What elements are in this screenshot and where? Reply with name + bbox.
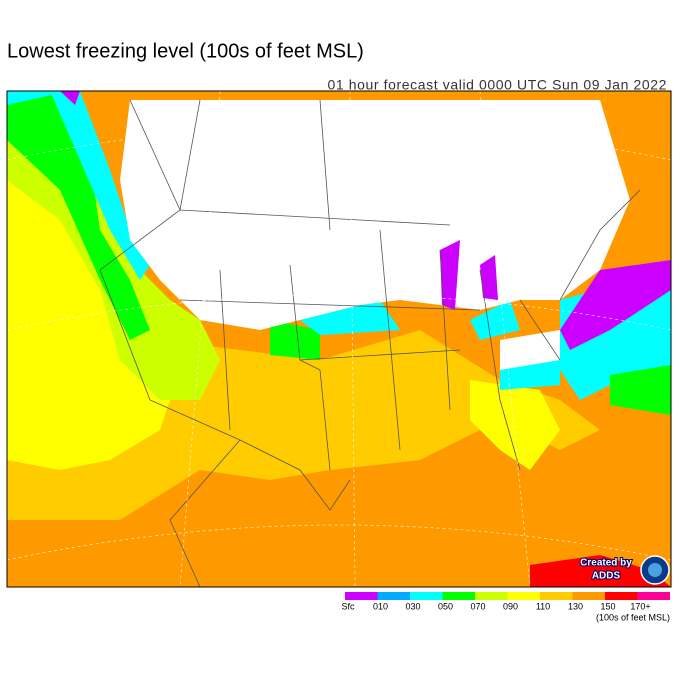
map <box>6 90 672 588</box>
legend-swatch <box>507 592 540 600</box>
legend-label: Sfc <box>341 601 355 611</box>
title: Lowest freezing level (100s of feet MSL) <box>7 40 364 62</box>
legend-swatch <box>605 592 638 600</box>
legend-swatch <box>572 592 605 600</box>
legend-swatch <box>442 592 475 600</box>
legend-units: (100s of feet MSL) <box>596 612 670 622</box>
legend-swatch <box>345 592 378 600</box>
legend-label: 010 <box>373 601 388 611</box>
legend-swatch <box>637 592 670 600</box>
legend-swatch <box>540 592 573 600</box>
legend-label: 090 <box>503 601 518 611</box>
legend-swatch <box>410 592 443 600</box>
legend-swatch <box>377 592 410 600</box>
subtitle: 01 hour forecast valid 0000 UTC Sun 09 J… <box>327 77 667 93</box>
credit-line2: ADDS <box>592 571 621 582</box>
legend-label: 110 <box>536 601 550 611</box>
legend-label: 070 <box>470 601 485 611</box>
legend-swatch <box>475 592 508 600</box>
logo-inner <box>648 563 662 577</box>
credit: Created by ADDS <box>579 555 670 585</box>
credit-line1: Created by <box>580 558 632 569</box>
legend-label: 130 <box>568 601 583 611</box>
legend-label: 150 <box>600 601 615 611</box>
legend-label: 050 <box>438 601 453 611</box>
legend-label: 030 <box>405 601 420 611</box>
legend-label: 170+ <box>630 601 650 611</box>
legend: Sfc 010 030 050 070 090 110 130 150 170+ <box>341 592 670 611</box>
